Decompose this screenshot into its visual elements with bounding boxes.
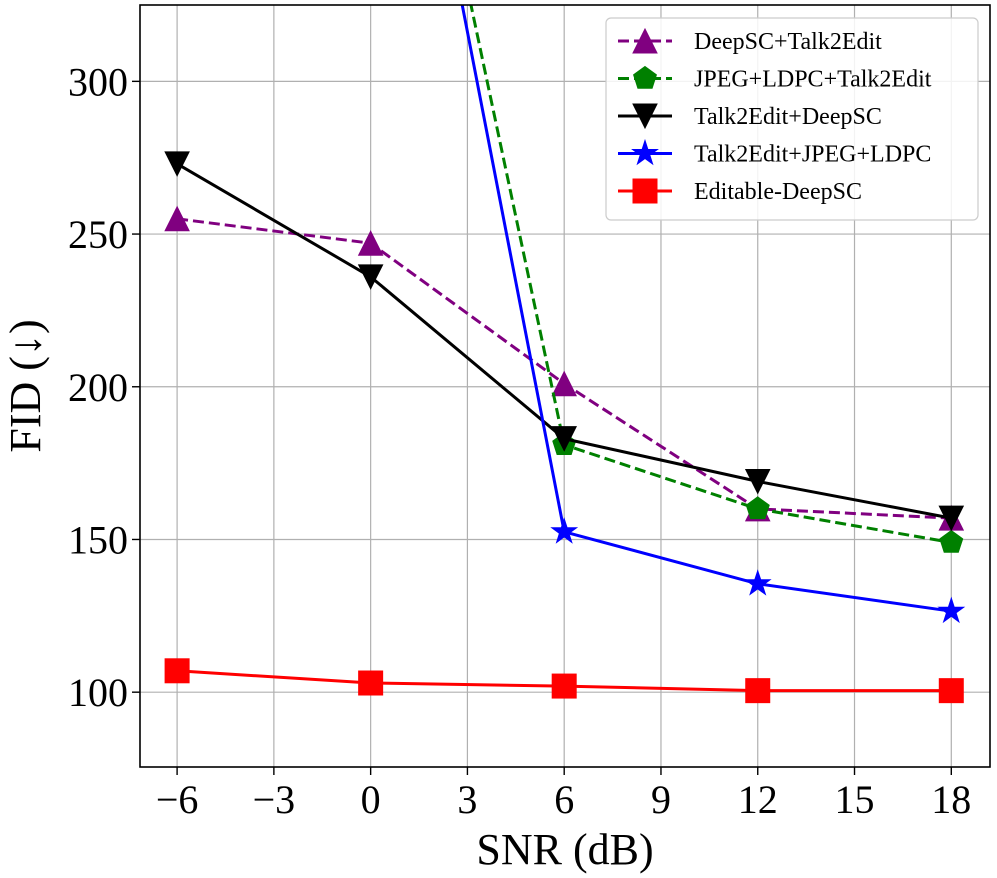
x-tick-label: 12 bbox=[738, 777, 778, 822]
data-point bbox=[550, 517, 579, 544]
series-group bbox=[164, 5, 966, 704]
legend-label: DeepSC+Talk2Edit bbox=[694, 29, 882, 55]
data-point bbox=[745, 496, 770, 520]
x-tick-label: 0 bbox=[361, 777, 381, 822]
legend-marker bbox=[633, 65, 657, 89]
data-point bbox=[743, 569, 772, 596]
legend-frame bbox=[605, 17, 979, 221]
x-tick-label: 3 bbox=[457, 777, 477, 822]
x-tick-label: 9 bbox=[651, 777, 671, 822]
legend-marker bbox=[632, 103, 658, 130]
axis-ticks: −6 −3 0 3 6 9 12 15 18 100 150 200 250 300 bbox=[68, 59, 971, 822]
x-tick-label: 15 bbox=[835, 777, 875, 822]
x-axis-label: SNR (dB) bbox=[476, 825, 653, 874]
y-tick-label: 150 bbox=[68, 517, 128, 562]
data-point bbox=[938, 505, 965, 532]
x-tick-label: 18 bbox=[931, 777, 971, 822]
legend-marker bbox=[632, 27, 658, 54]
data-point bbox=[551, 673, 577, 699]
legend-marker bbox=[631, 138, 659, 166]
data-point bbox=[551, 426, 578, 452]
data-point bbox=[745, 678, 771, 704]
y-tick-label: 200 bbox=[68, 365, 128, 410]
data-point bbox=[164, 205, 190, 232]
y-tick-label: 250 bbox=[68, 212, 128, 257]
legend-marker bbox=[632, 178, 658, 204]
data-point bbox=[744, 468, 771, 495]
data-point bbox=[357, 230, 384, 256]
y-tick-label: 300 bbox=[68, 59, 128, 104]
data-point bbox=[937, 596, 966, 624]
x-tick-label: −3 bbox=[253, 777, 296, 822]
data-point bbox=[938, 678, 964, 704]
series-line bbox=[469, 5, 952, 544]
series-line bbox=[460, 5, 952, 613]
plot-frame bbox=[139, 4, 991, 768]
data-point bbox=[164, 151, 190, 177]
legend: DeepSC+Talk2Edit JPEG+LDPC+Talk2Edit Talk2… bbox=[605, 17, 979, 221]
data-point bbox=[939, 529, 964, 553]
y-tick-label: 100 bbox=[68, 670, 128, 715]
legend-label: Editable-DeepSC bbox=[694, 179, 862, 205]
data-point bbox=[551, 370, 578, 397]
x-tick-label: −6 bbox=[156, 777, 199, 822]
data-point bbox=[357, 264, 384, 290]
data-point bbox=[358, 670, 384, 696]
legend-label: Talk2Edit+JPEG+LDPC bbox=[694, 142, 931, 168]
data-point bbox=[164, 658, 190, 684]
legend-label: Talk2Edit+DeepSC bbox=[694, 104, 882, 130]
x-tick-label: 6 bbox=[554, 777, 574, 822]
y-axis-label: FID (↓) bbox=[1, 319, 50, 452]
legend-label: JPEG+LDPC+Talk2Edit bbox=[694, 67, 932, 93]
